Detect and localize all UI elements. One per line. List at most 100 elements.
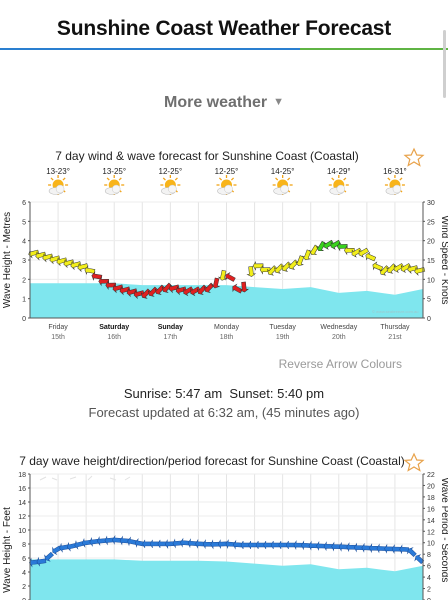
direction-arrow [217, 539, 228, 550]
direction-arrow [195, 538, 205, 549]
direction-arrow [63, 258, 75, 269]
direction-arrow [384, 543, 394, 554]
day-name-label: Saturday [99, 324, 129, 331]
direction-arrow [301, 540, 311, 551]
direction-arrow [315, 240, 326, 252]
forecast-updated: Forecast updated at 6:32 am, (45 minutes… [88, 405, 360, 420]
left-tick-label: 8 [22, 542, 26, 549]
favourite-star-icon[interactable] [403, 147, 425, 167]
right-tick-label: 12 [427, 529, 435, 536]
sunrise-label: Sunrise: [123, 386, 172, 401]
direction-arrow [97, 536, 107, 547]
day-name-label: Monday [214, 324, 239, 331]
sun-times: Sunrise: 5:47 am Sunset: 5:40 pm [0, 386, 448, 401]
direction-arrow [255, 540, 266, 550]
direction-arrow [28, 249, 40, 259]
direction-arrow [346, 542, 357, 553]
direction-arrow [278, 540, 288, 550]
right-tick-label: 4 [427, 575, 431, 582]
reverse-arrow-colours-link[interactable]: Reverse Arrow Colours [278, 357, 402, 371]
direction-arrow [74, 540, 85, 550]
left-tick-label: 0 [22, 598, 26, 600]
more-weather-label: More weather [163, 94, 268, 111]
partly-sunny-icon [384, 175, 405, 195]
direction-arrow [161, 282, 173, 294]
direction-arrow [210, 539, 221, 550]
direction-arrow [240, 540, 251, 550]
right-tick-label: 5 [427, 297, 431, 304]
direction-arrow [400, 263, 412, 274]
left-tick-label: 6 [22, 200, 26, 207]
right-tick-label: 10 [427, 277, 435, 284]
direction-arrow [112, 534, 122, 545]
direction-arrow [259, 264, 271, 275]
left-tick-label: 10 [18, 528, 26, 535]
day-temperature-range: 14-25° [271, 167, 295, 176]
direction-arrow [248, 540, 258, 550]
left-tick-label: 0 [22, 316, 26, 323]
direction-arrow [127, 536, 138, 547]
direction-arrow [270, 540, 281, 550]
day-name-label: Wednesday [320, 324, 357, 331]
day-date-label: 16th [107, 334, 121, 341]
day-name-label: Thursday [380, 324, 410, 331]
left-tick-label: 12 [18, 514, 26, 521]
scrollbar[interactable] [443, 30, 446, 98]
direction-arrow [263, 540, 273, 550]
direction-arrow [81, 538, 92, 548]
direction-arrow [70, 260, 82, 271]
direction-arrow [294, 255, 305, 266]
day-temperature-range: 12-25° [215, 167, 239, 176]
direction-arrow [133, 289, 145, 300]
header-divider-blue [0, 48, 300, 50]
direction-arrow [42, 252, 54, 263]
more-weather-dropdown[interactable]: More weather ▼ [0, 94, 448, 112]
direction-arrow [89, 537, 100, 547]
day-temperature-range: 13-25° [102, 167, 126, 176]
direction-arrow [252, 260, 264, 271]
day-date-label: 15th [51, 334, 65, 341]
wind-chart-title: 7 day wind & wave forecast for Sunshine … [55, 149, 358, 163]
direction-arrow [168, 283, 180, 294]
direction-arrow [165, 539, 175, 549]
wave-chart-title: 7 day wave height/direction/period forec… [19, 454, 405, 468]
direction-arrow [354, 542, 364, 553]
left-tick-label: 4 [22, 570, 26, 577]
partly-sunny-icon [160, 175, 181, 195]
left-tick-label: 5 [22, 219, 26, 226]
direction-arrow [225, 272, 236, 282]
direction-arrow [308, 244, 319, 255]
direction-arrow [233, 539, 243, 550]
direction-arrow [104, 535, 115, 546]
day-date-label: 18th [220, 334, 234, 341]
direction-arrow [149, 538, 160, 549]
wave-height-area [30, 283, 423, 318]
direction-arrow [376, 543, 387, 554]
sunset-time: 5:40 pm [277, 386, 325, 401]
direction-arrow [338, 541, 349, 552]
day-date-label: 19th [276, 334, 290, 341]
caret-down-icon: ▼ [273, 96, 285, 108]
wind-direction-hints [39, 475, 131, 481]
direction-arrow [308, 540, 319, 551]
direction-arrow [187, 538, 198, 549]
direction-arrow [91, 271, 103, 281]
direction-arrow [369, 543, 379, 554]
direction-arrow [406, 547, 417, 557]
direction-arrow [134, 538, 145, 548]
direction-arrow [293, 540, 304, 550]
partly-sunny-icon [48, 175, 69, 195]
direction-arrow [246, 266, 257, 277]
direction-arrow [391, 544, 402, 554]
direction-arrow [330, 239, 341, 250]
direction-arrow [239, 281, 250, 293]
left-tick-label: 16 [18, 486, 26, 493]
right-tick-label: 18 [427, 495, 435, 502]
direction-arrow [98, 276, 109, 287]
wave-height-area [30, 559, 423, 600]
direction-arrow [217, 269, 228, 281]
direction-arrow [407, 264, 419, 274]
favourite-star-icon[interactable] [403, 452, 425, 472]
left-tick-label: 2 [22, 584, 26, 591]
direction-arrow [323, 541, 334, 552]
